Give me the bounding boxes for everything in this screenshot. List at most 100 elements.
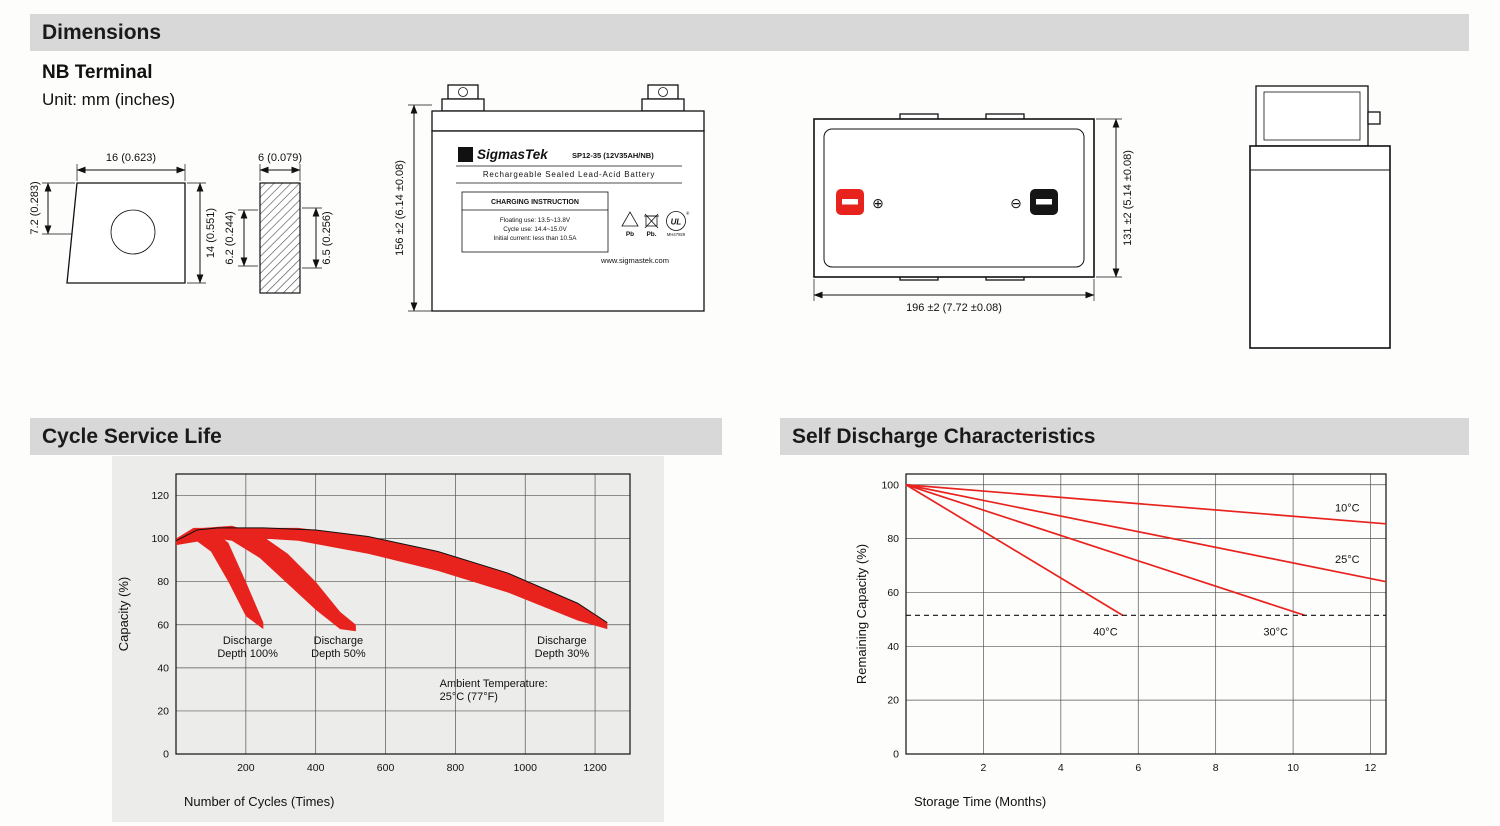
minus-bar-icon <box>1036 199 1052 205</box>
x-tick-label: 800 <box>447 762 465 774</box>
y-tick-label: 80 <box>157 576 169 588</box>
y-tick-label: 0 <box>163 749 169 761</box>
dim-terminal-left: 7.2 (0.283) <box>29 181 75 235</box>
charging-title: CHARGING INSTRUCTION <box>491 199 579 206</box>
sigma-glyph: Σ <box>462 150 469 162</box>
charging-line-3: Initial current: less than 10.5A <box>494 235 578 242</box>
dim-side-width: 6 (0.079) <box>258 152 302 181</box>
negative-terminal-red <box>836 189 864 215</box>
dim-label: 196 ±2 (7.72 ±0.08) <box>906 302 1002 314</box>
nb-terminal-title: NB Terminal <box>42 62 153 83</box>
x-tick-label: 8 <box>1213 762 1219 774</box>
dim-terminal-width: 16 (0.623) <box>76 152 186 181</box>
terminal-side-section <box>259 182 301 294</box>
dim-label: 16 (0.623) <box>106 152 156 164</box>
chart-annotation: 30°C <box>1263 627 1288 639</box>
top-view-inner <box>823 128 1085 268</box>
chart-annotation: 40°C <box>1093 627 1118 639</box>
sigma-logo-icon <box>458 147 473 162</box>
y-axis-label: Remaining Capacity (%) <box>854 544 869 684</box>
dimensions-title: Dimensions <box>42 20 162 44</box>
charging-line-1: Floating use: 13.5~13.8V <box>500 217 571 224</box>
y-tick-label: 60 <box>887 587 899 599</box>
battery-lid <box>431 110 705 132</box>
discharge-band <box>176 525 356 632</box>
chart-annotation: 25°C <box>1335 554 1360 566</box>
dim-top-width: 196 ±2 (7.72 ±0.08) <box>813 279 1095 314</box>
pb-label-1: Pb <box>626 231 634 238</box>
charging-instruction-box: CHARGING INSTRUCTION Floating use: 13.5~… <box>461 191 609 253</box>
ul-registered: ® <box>686 210 690 216</box>
dim-battery-height: 156 ±2 (6.14 ±0.08) <box>394 104 432 312</box>
x-tick-label: 4 <box>1058 762 1064 774</box>
temperature-line <box>905 483 1305 617</box>
model-number: SP12-35 (12V35AH/NB) <box>572 151 654 160</box>
brand-name: SigmasTek <box>477 147 549 162</box>
connector-tab <box>1367 111 1381 125</box>
terminal-cover-inner <box>1263 91 1361 141</box>
dim-top-height: 131 ±2 (5.14 ±0.08) <box>1096 118 1134 278</box>
y-tick-label: 40 <box>887 641 899 653</box>
x-tick-label: 600 <box>377 762 395 774</box>
chart-annotation: Discharge Depth 100% <box>217 635 278 660</box>
y-tick-label: 0 <box>893 749 899 761</box>
terminal-hole <box>110 209 156 255</box>
pb-recycle-icon: Pb <box>621 211 639 238</box>
side-body <box>1249 145 1391 349</box>
x-tick-label: 400 <box>307 762 325 774</box>
minus-bar-icon <box>842 199 858 205</box>
terminal-front-outline <box>66 182 186 284</box>
cycle-service-life-chart: 200 400 600 800 1000 1200 0 20 40 60 80 100 120 Disch… <box>116 473 631 809</box>
x-axis-label: Storage Time (Months) <box>914 794 1046 809</box>
terminal-side-view: 6 (0.079) 6.2 (0.244) 6.5 (0.256) <box>224 152 333 294</box>
section-header-self-discharge: Self Discharge Characteristics <box>780 418 1469 455</box>
chart-annotation: Discharge Depth 50% <box>311 635 366 660</box>
dim-side-right: 6.5 (0.256) <box>302 207 333 269</box>
temperature-line <box>905 484 1124 617</box>
y-tick-label: 20 <box>887 695 899 707</box>
section-header-cycle-service-life: Cycle Service Life <box>30 418 722 455</box>
temperature-line <box>905 483 1387 525</box>
y-tick-label: 100 <box>881 479 899 491</box>
ul-text: UL <box>671 218 682 227</box>
dim-label: 131 ±2 (5.14 ±0.08) <box>1122 150 1134 246</box>
x-axis-label: Number of Cycles (Times) <box>184 794 334 809</box>
x-tick-label: 12 <box>1365 762 1377 774</box>
x-tick-label: 200 <box>237 762 255 774</box>
x-tick-label: 1200 <box>583 762 607 774</box>
y-tick-label: 100 <box>151 533 169 545</box>
chart-annotation: Ambient Temperature: 25°C (77°F) <box>440 678 548 703</box>
pb-crossed-bin-icon: Pb. <box>644 213 659 238</box>
self-discharge-title: Self Discharge Characteristics <box>792 424 1096 448</box>
battery-front-view: 156 ±2 (6.14 ±0.08) Σ SigmasTek SP12-35 … <box>394 84 705 312</box>
chart-annotation: Discharge Depth 30% <box>535 635 590 660</box>
x-tick-label: 1000 <box>514 762 538 774</box>
website: www.sigmastek.com <box>600 256 669 265</box>
positive-terminal-black <box>1030 189 1058 215</box>
dim-terminal-right: 14 (0.551) <box>187 182 217 284</box>
x-tick-label: 6 <box>1135 762 1141 774</box>
y-tick-label: 120 <box>151 490 169 502</box>
y-tick-label: 40 <box>157 662 169 674</box>
discharge-band <box>176 527 608 630</box>
discharge-band <box>176 527 264 630</box>
x-tick-label: 2 <box>980 762 986 774</box>
x-tick-label: 10 <box>1287 762 1299 774</box>
dim-label: 6.5 (0.256) <box>321 211 333 264</box>
dim-label: 6 (0.079) <box>258 152 302 164</box>
charging-line-2: Cycle use: 14.4~15.0V <box>503 226 567 233</box>
y-tick-label: 80 <box>887 533 899 545</box>
battery-body <box>431 130 705 312</box>
dim-label: 7.2 (0.283) <box>29 181 41 234</box>
self-discharge-chart: 2 4 6 8 10 12 0 20 40 60 80 100 10°C 25°C 40°C 30°C Stor… <box>854 473 1387 809</box>
terminal-cover-outer <box>1255 85 1369 147</box>
dim-side-left: 6.2 (0.244) <box>224 209 258 267</box>
y-tick-label: 20 <box>157 705 169 717</box>
dim-label: 156 ±2 (6.14 ±0.08) <box>394 160 406 256</box>
minus-symbol: ⊖ <box>1010 195 1022 211</box>
battery-type-line: Rechargeable Sealed Lead-Acid Battery <box>483 170 655 179</box>
unit-label: Unit: mm (inches) <box>42 90 176 109</box>
battery-top-view: ⊕ ⊖ 196 ±2 (7.72 ±0.08) 131 ±2 (5.14 ±0.… <box>813 113 1134 314</box>
terminal-front-view: 16 (0.623) 7.2 (0.283) 14 (0.551) <box>29 152 217 284</box>
